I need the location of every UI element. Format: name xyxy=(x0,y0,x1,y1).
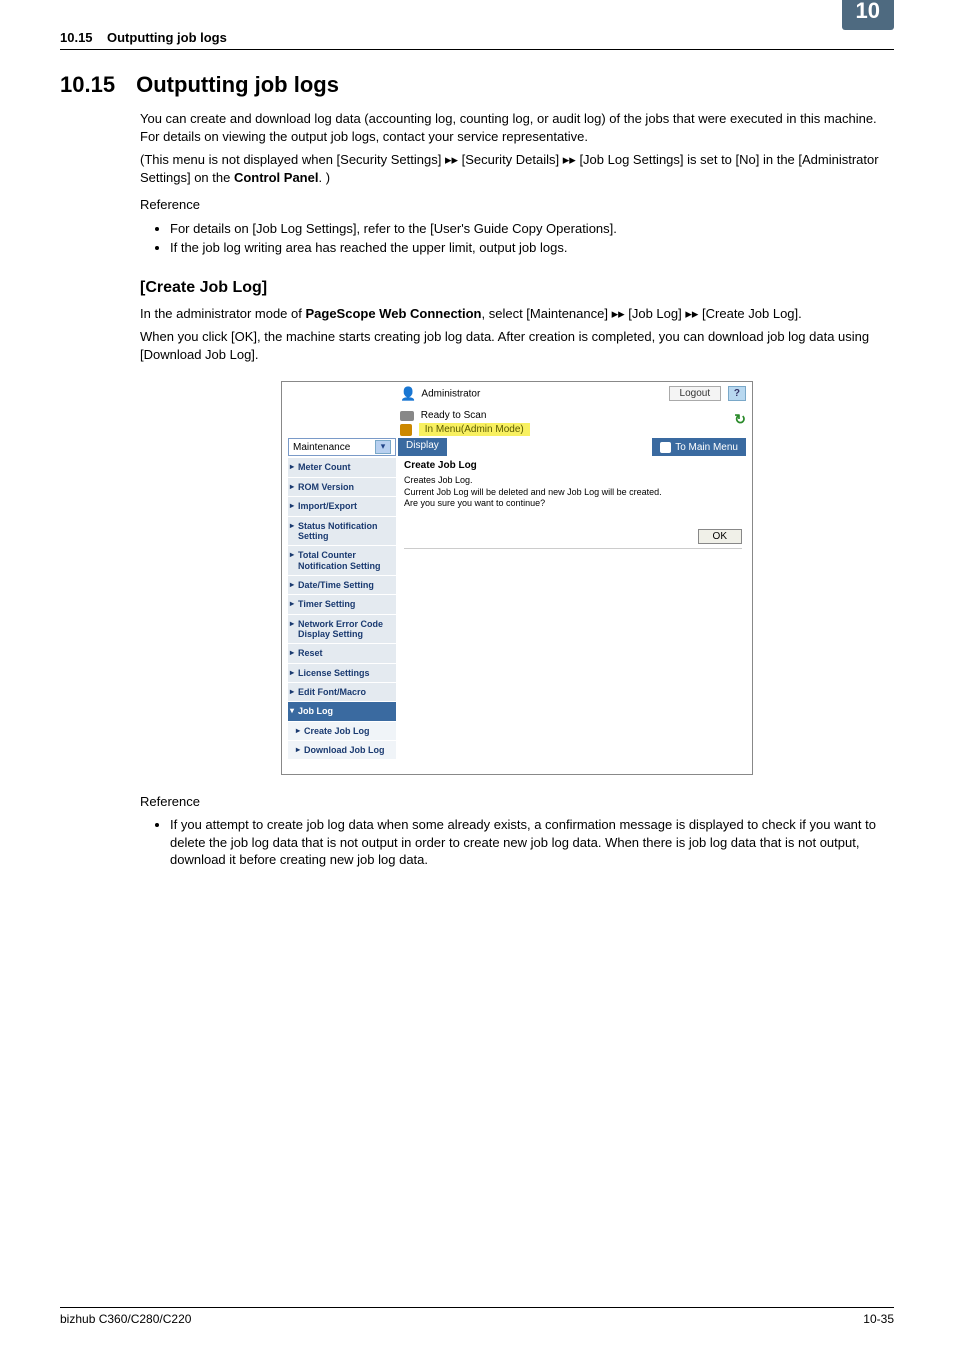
reference-list-2: If you attempt to create job log data wh… xyxy=(140,816,894,869)
chapter-number-tab: 10 xyxy=(842,0,894,30)
footer-page-number: 10-35 xyxy=(863,1312,894,1326)
sidebar-item-date-time[interactable]: Date/Time Setting xyxy=(288,576,396,595)
section-title: Outputting job logs xyxy=(136,72,339,97)
runhead-section-title: Outputting job logs xyxy=(107,30,227,45)
category-dropdown[interactable]: Maintenance ▾ xyxy=(288,438,396,456)
sidebar-item-status-notification[interactable]: Status Notification Setting xyxy=(288,517,396,547)
menu-note-paragraph: (This menu is not displayed when [Securi… xyxy=(140,151,894,186)
sidebar-item-rom-version[interactable]: ROM Version xyxy=(288,478,396,497)
reference-label: Reference xyxy=(140,793,894,811)
to-main-menu-button[interactable]: To Main Menu xyxy=(652,438,746,456)
pane-title: Create Job Log xyxy=(404,460,742,471)
sidebar: Meter Count ROM Version Import/Export St… xyxy=(288,458,396,759)
pagescope-screenshot: 👤 Administrator Ready to Scan In Menu(Ad… xyxy=(281,381,753,774)
refresh-icon[interactable]: ↻ xyxy=(734,411,746,428)
arrow-icon: ▸▸ xyxy=(445,152,458,167)
arrow-icon: ▸▸ xyxy=(563,152,576,167)
footer-model: bizhub C360/C280/C220 xyxy=(60,1312,191,1326)
chevron-down-icon: ▾ xyxy=(375,440,391,454)
ready-status: Ready to Scan xyxy=(421,410,487,421)
list-item: If you attempt to create job log data wh… xyxy=(170,816,894,869)
pane-text: Creates Job Log. Current Job Log will be… xyxy=(404,475,742,509)
sidebar-item-total-counter-notification[interactable]: Total Counter Notification Setting xyxy=(288,546,396,576)
logout-button[interactable]: Logout xyxy=(669,386,722,401)
sidebar-subitem-download-job-log[interactable]: Download Job Log xyxy=(288,741,396,760)
section-heading: 10.15 Outputting job logs xyxy=(60,72,894,98)
subsection-heading: [Create Job Log] xyxy=(140,279,894,297)
reference-label: Reference xyxy=(140,196,894,214)
sidebar-item-network-error-code[interactable]: Network Error Code Display Setting xyxy=(288,615,396,645)
sidebar-item-reset[interactable]: Reset xyxy=(288,644,396,663)
running-header: 10.15 Outputting job logs 10 xyxy=(60,30,894,50)
ok-paragraph: When you click [OK], the machine starts … xyxy=(140,328,894,363)
sidebar-subitem-create-job-log[interactable]: Create Job Log xyxy=(288,722,396,741)
menu-icon xyxy=(400,424,412,436)
sidebar-item-import-export[interactable]: Import/Export xyxy=(288,497,396,516)
display-button[interactable]: Display xyxy=(398,438,447,456)
reference-list-1: For details on [Job Log Settings], refer… xyxy=(140,220,894,257)
administrator-icon: 👤 xyxy=(400,386,416,402)
sidebar-item-license-settings[interactable]: License Settings xyxy=(288,664,396,683)
runhead-section-no: 10.15 xyxy=(60,30,93,45)
home-icon xyxy=(660,442,671,453)
sidebar-item-meter-count[interactable]: Meter Count xyxy=(288,458,396,477)
sidebar-item-edit-font-macro[interactable]: Edit Font/Macro xyxy=(288,683,396,702)
admin-mode-paragraph: In the administrator mode of PageScope W… xyxy=(140,305,894,323)
sidebar-item-timer[interactable]: Timer Setting xyxy=(288,595,396,614)
printer-icon xyxy=(400,411,414,421)
intro-paragraph: You can create and download log data (ac… xyxy=(140,110,894,145)
administrator-label: Administrator xyxy=(421,389,480,400)
arrow-icon: ▸▸ xyxy=(612,306,625,321)
main-pane: Create Job Log Creates Job Log. Current … xyxy=(400,458,746,759)
arrow-icon: ▸▸ xyxy=(685,306,698,321)
list-item: If the job log writing area has reached … xyxy=(170,239,894,257)
in-menu-status: In Menu(Admin Mode) xyxy=(419,423,530,436)
list-item: For details on [Job Log Settings], refer… xyxy=(170,220,894,238)
page-footer: bizhub C360/C280/C220 10-35 xyxy=(60,1307,894,1326)
sidebar-item-job-log[interactable]: Job Log xyxy=(288,702,396,721)
ok-button[interactable]: OK xyxy=(698,529,742,544)
section-number: 10.15 xyxy=(60,72,130,98)
help-button[interactable]: ? xyxy=(728,386,746,401)
